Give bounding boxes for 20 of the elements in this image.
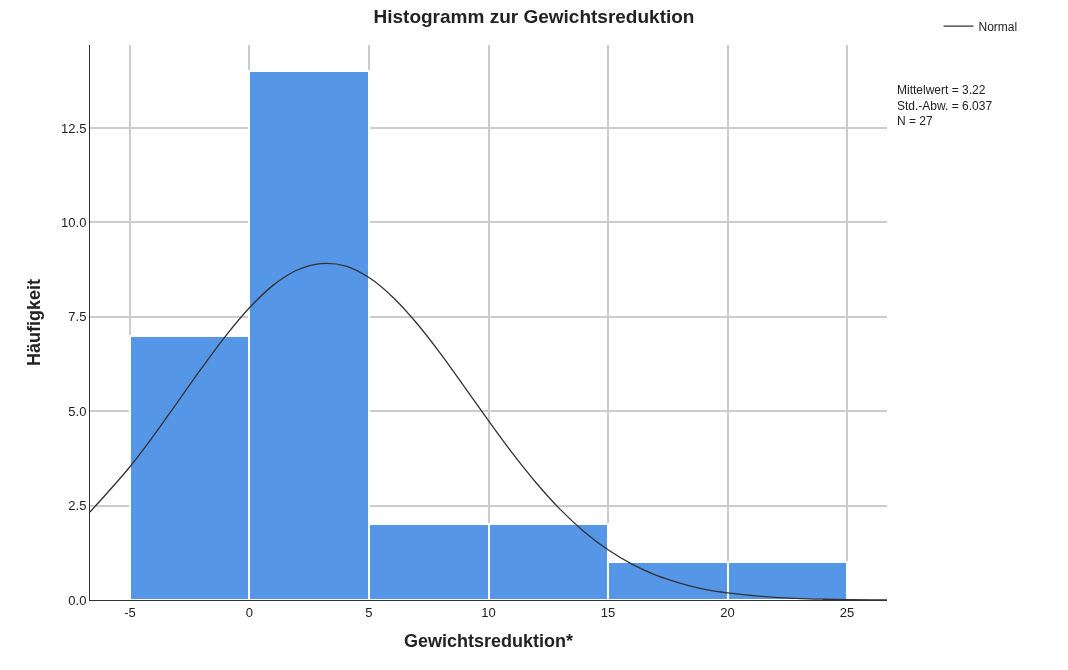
text: N = 27 (897, 114, 934, 128)
x-tick-label: -5 (124, 604, 136, 620)
y-tick-label: 7.5 (68, 309, 87, 325)
x-tick-label: 10 (481, 604, 496, 620)
text: Std.-Abw. = 6.037 (897, 99, 993, 113)
y-tick-label: 2.5 (68, 498, 87, 514)
x-axis-title: Gewichtsreduktion* (403, 630, 574, 651)
text: Mittelwert = 3.22 (897, 83, 986, 97)
x-tick-label: 5 (365, 604, 373, 620)
x-tick-label: 15 (600, 604, 616, 620)
chart-title: Histogramm zur Gewichtsreduktion (373, 6, 695, 28)
x-tick-label: 20 (720, 604, 735, 620)
legend-label: Normal (978, 19, 1018, 34)
y-tick-label: 12.5 (61, 120, 87, 136)
x-tick-label: 25 (839, 604, 855, 620)
x-tick-label: 0 (245, 604, 254, 620)
y-tick-label: 0.0 (68, 592, 87, 608)
y-tick-label: 5.0 (68, 403, 87, 419)
y-tick-label: 10.0 (61, 215, 87, 230)
y-axis-title: Häufigkeit (24, 278, 45, 367)
